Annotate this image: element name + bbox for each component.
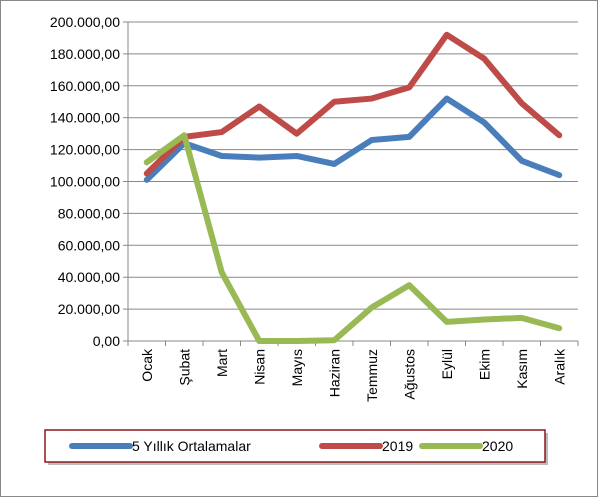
x-tick-label: Mayıs [289,349,305,386]
x-tick-label: Ekim [476,349,492,380]
series-line [143,132,563,344]
legend-label: 2020 [482,438,513,454]
legend-label: 2019 [382,438,413,454]
series-line [143,95,563,183]
x-tick-label: Aralık [551,348,567,385]
y-tick-label: 0,00 [93,333,120,349]
y-tick-label: 140.000,00 [50,110,120,126]
series-line [143,31,563,177]
x-tick-label: Şubat [176,349,192,386]
y-tick-label: 20.000,00 [58,301,120,317]
y-tick-label: 40.000,00 [58,269,120,285]
x-tick-label: Temmuz [364,349,380,402]
y-tick-label: 60.000,00 [58,237,120,253]
x-tick-label: Kasım [514,349,530,389]
x-tick-label: Mart [214,349,230,377]
y-tick-label: 100.000,00 [50,174,120,190]
x-tick-label: Eylül [439,349,455,379]
x-tick-label: Nisan [251,349,267,385]
x-tick-label: Ocak [139,348,155,382]
y-tick-label: 120.000,00 [50,142,120,158]
x-tick-label: Haziran [326,349,342,397]
y-tick-label: 80.000,00 [58,205,120,221]
y-tick-label: 200.000,00 [50,14,120,30]
legend-label: 5 Yıllık Ortalamalar [132,438,251,454]
x-tick-label: Ağustos [401,349,417,400]
y-tick-label: 160.000,00 [50,78,120,94]
y-tick-label: 180.000,00 [50,46,120,62]
